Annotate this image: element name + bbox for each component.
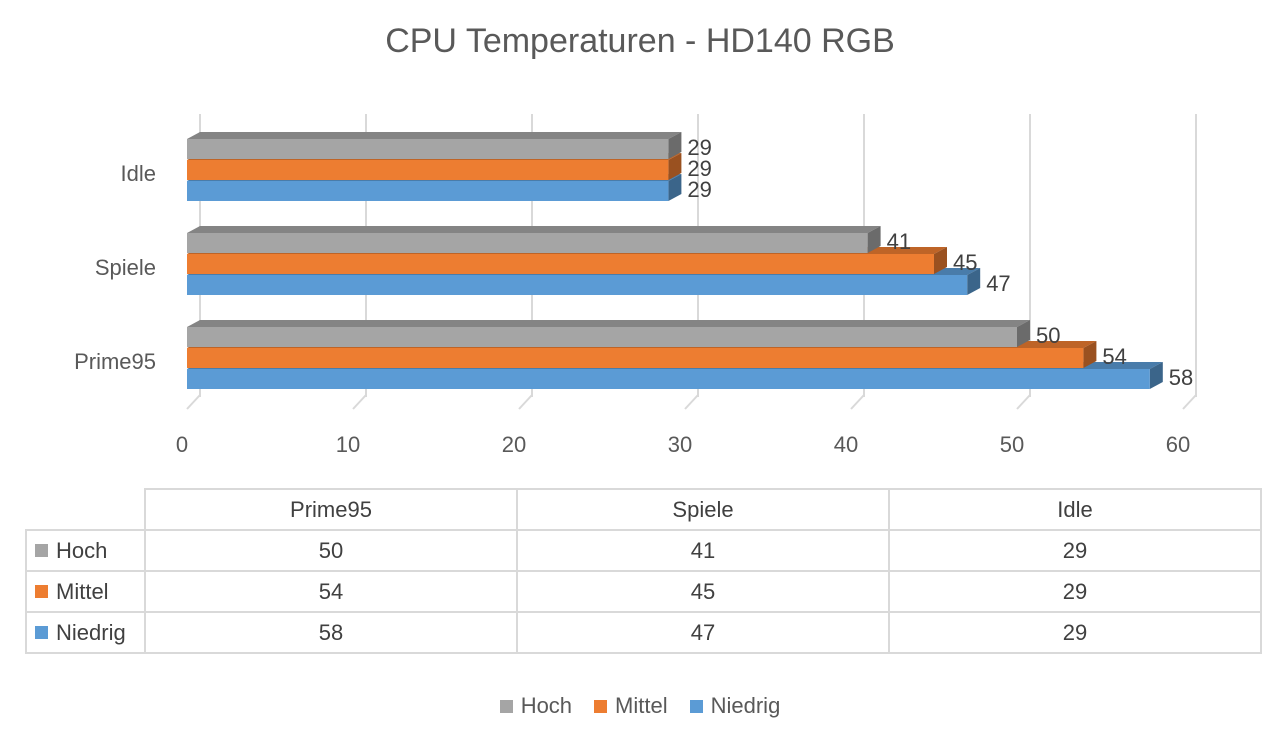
- gridline-floor: [1016, 394, 1031, 410]
- gridline-floor: [684, 394, 699, 410]
- legend: Hoch Mittel Niedrig: [0, 693, 1280, 719]
- chart-title: CPU Temperaturen - HD140 RGB: [385, 22, 895, 60]
- data-label: 45: [953, 250, 977, 275]
- gridline-floor: [352, 394, 367, 410]
- data-label: 29: [687, 177, 711, 202]
- legend-swatch: [35, 543, 48, 557]
- table-column-header: Prime95: [144, 488, 518, 531]
- x-tick-label: 30: [668, 432, 692, 457]
- x-tick-label: 40: [834, 432, 858, 457]
- legend-label: Niedrig: [710, 693, 781, 718]
- x-axis-ticks: 0 10 20 30 40 50 60: [176, 432, 1190, 457]
- data-label: 41: [887, 229, 911, 254]
- category-label: Spiele: [95, 255, 156, 280]
- bar-hoch: [187, 320, 1030, 347]
- gridline-floor: [518, 394, 533, 410]
- table-cell: 29: [888, 529, 1262, 572]
- series-name: Niedrig: [56, 619, 126, 645]
- x-tick-label: 0: [176, 432, 188, 457]
- table-row: Mittel 54 45 29: [25, 570, 1262, 613]
- data-label: 29: [687, 156, 711, 181]
- legend-swatch: [689, 699, 703, 713]
- bar-hoch: [187, 226, 881, 253]
- category-labels: Prime95 Spiele Idle: [74, 161, 156, 374]
- legend-swatch: [35, 584, 48, 598]
- data-label: 50: [1036, 323, 1060, 348]
- x-tick-label: 10: [336, 432, 360, 457]
- table-cell: 29: [888, 611, 1262, 654]
- bars: [187, 132, 1163, 389]
- table-row: Hoch 50 41 29: [25, 529, 1262, 572]
- table-column-header: Idle: [888, 488, 1262, 531]
- table-cell: 47: [516, 611, 890, 654]
- legend-item: Mittel: [594, 693, 668, 719]
- table-row-header: Hoch: [25, 529, 146, 572]
- table-cell: 54: [144, 570, 518, 613]
- table-row: Niedrig 58 47 29: [25, 611, 1262, 654]
- table-row-header: Mittel: [25, 570, 146, 613]
- table-cell: 50: [144, 529, 518, 572]
- data-table: Prime95 Spiele Idle Hoch 50 41 29 Mittel 54 45 29…: [25, 488, 1262, 654]
- category-label: Prime95: [74, 349, 156, 374]
- table-column-header: Spiele: [516, 488, 890, 531]
- bar-hoch: [187, 132, 682, 159]
- legend-label: Hoch: [520, 693, 573, 718]
- x-tick-label: 50: [1000, 432, 1024, 457]
- data-label: 54: [1102, 344, 1126, 369]
- x-tick-label: 60: [1166, 432, 1190, 457]
- table-cell: 41: [516, 529, 890, 572]
- bar-chart: 0 10 20 30 40 50 60 Prime95 Spiele Idle 58 54 50 47…: [74, 114, 1197, 457]
- legend-swatch: [35, 625, 48, 639]
- table-cell: 45: [516, 570, 890, 613]
- legend-swatch: [499, 699, 513, 713]
- legend-swatch: [594, 699, 608, 713]
- series-name: Mittel: [56, 578, 109, 604]
- x-tick-label: 20: [502, 432, 526, 457]
- series-name: Hoch: [56, 537, 108, 563]
- data-label: 29: [687, 135, 711, 160]
- category-label: Idle: [121, 161, 156, 186]
- gridline-floor: [850, 394, 865, 410]
- table-row-header: Niedrig: [25, 611, 146, 654]
- data-label: 58: [1169, 365, 1193, 390]
- table-cell: 29: [888, 570, 1262, 613]
- table-cell: 58: [144, 611, 518, 654]
- legend-item: Niedrig: [689, 693, 781, 719]
- gridline-floor: [1182, 394, 1197, 410]
- data-label: 47: [986, 271, 1010, 296]
- table-header-row: Prime95 Spiele Idle: [26, 488, 1262, 531]
- table-corner: [26, 489, 146, 531]
- table-body: Hoch 50 41 29 Mittel 54 45 29 Niedrig 58 47 29: [25, 529, 1262, 654]
- legend-label: Mittel: [615, 693, 668, 718]
- gridline-floor: [186, 394, 201, 410]
- legend-item: Hoch: [499, 693, 573, 719]
